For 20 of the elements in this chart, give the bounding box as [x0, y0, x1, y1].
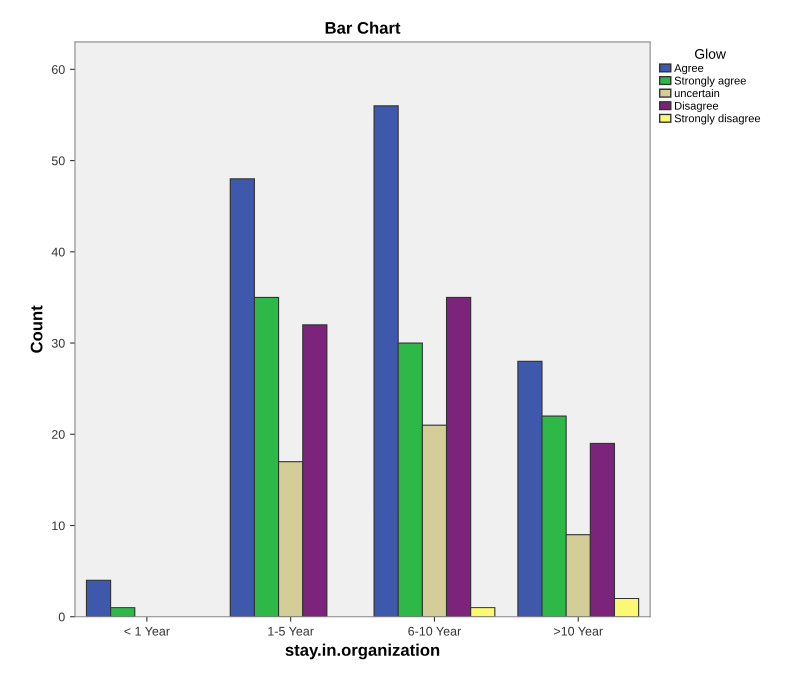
x-tick-label: 6-10 Year [408, 626, 462, 636]
legend-label: Strongly agree [674, 76, 746, 87]
y-tick-label: 20 [52, 430, 65, 439]
y-tick-label: 0 [58, 612, 65, 622]
x-tick-label: < 1 Year [124, 626, 170, 636]
legend-label: Agree [674, 64, 704, 74]
legend-label: uncertain [674, 88, 720, 98]
y-axis-title: Count [30, 306, 42, 353]
legend-label: Disagree [675, 102, 718, 112]
x-tick-label: 1-5 Year [268, 626, 314, 636]
y-tick-label: 40 [52, 248, 65, 256]
legend-title: Glow [695, 48, 726, 59]
x-axis-title: stay.in.organization [286, 644, 440, 660]
y-tick-label: 30 [52, 338, 65, 348]
legend-label: Strongly disagree [674, 114, 760, 124]
chart-title: Bar Chart [326, 22, 400, 34]
y-tick-label: 60 [52, 65, 65, 74]
y-tick-label: 50 [52, 156, 65, 166]
y-tick-label: 10 [52, 521, 65, 530]
x-tick-label: >10 Year [554, 626, 603, 636]
